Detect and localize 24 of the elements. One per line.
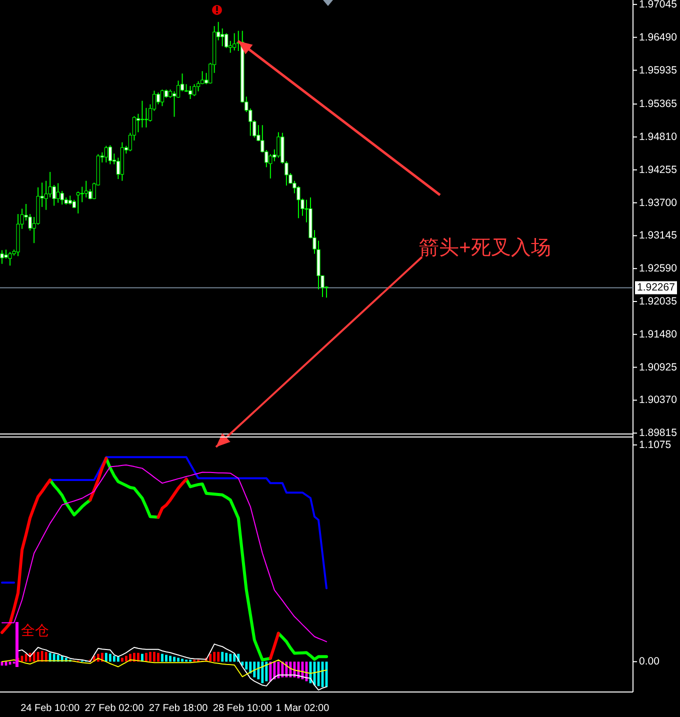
y-tick-label: 0.00 <box>639 656 660 668</box>
annotation: 箭头+死叉入场 <box>419 237 551 259</box>
y-tick-label: 1.97045 <box>639 0 678 10</box>
x-tick-label: 1 Mar 02:00 <box>276 703 330 714</box>
y-tick-label: 1.91480 <box>639 328 678 340</box>
y-tick-label: 1.1075 <box>639 438 672 451</box>
x-tick-label: 24 Feb 10:00 <box>20 703 80 714</box>
x-tick-label: 28 Feb 10:00 <box>212 703 272 714</box>
x-tick-label: 27 Feb 02:00 <box>84 703 144 714</box>
y-tick-label: 1.94255 <box>639 164 678 176</box>
y-tick-label: 1.92590 <box>639 262 678 275</box>
annotation: 全仓 <box>21 622 49 638</box>
y-tick-label: 1.94810 <box>639 130 678 143</box>
ref-line-label: 1.92267 <box>637 282 676 294</box>
y-tick-label: 1.89815 <box>639 427 678 440</box>
y-tick-label: 1.93145 <box>639 230 678 242</box>
y-tick-label: 1.93700 <box>639 196 678 209</box>
x-tick-label: 27 Feb 18:00 <box>148 703 208 714</box>
y-tick-label: 1.96490 <box>639 31 678 44</box>
y-tick-label: 1.95935 <box>639 64 678 76</box>
y-tick-label: 1.95365 <box>639 98 678 110</box>
y-tick-label: 1.92035 <box>639 295 678 308</box>
y-tick-label: 1.90370 <box>639 394 678 406</box>
y-tick-label: 1.90925 <box>639 361 678 374</box>
